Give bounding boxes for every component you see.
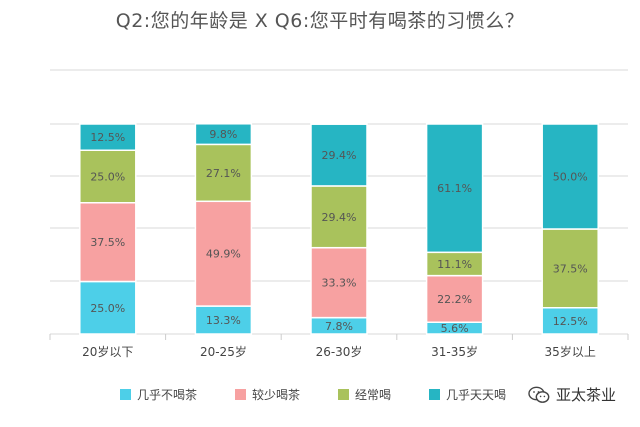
legend-item: 几乎不喝茶 — [120, 386, 197, 403]
watermark-text: 亚太茶业 — [556, 386, 617, 404]
bar-segment — [310, 123, 368, 187]
bar-segment — [310, 246, 368, 319]
legend-label: 经常喝 — [355, 388, 392, 402]
bar-segment — [541, 123, 599, 230]
bar-segment — [79, 280, 137, 335]
data-label: 33.3% — [322, 277, 357, 290]
data-label: 61.1% — [437, 182, 472, 195]
data-label: 7.8% — [325, 320, 353, 333]
bar-segment — [79, 123, 137, 151]
legend-swatch — [429, 389, 441, 400]
data-label: 49.9% — [206, 248, 241, 261]
bar-segment — [194, 200, 253, 307]
bar-segment — [425, 123, 484, 254]
legend-swatch — [235, 389, 247, 400]
legend-label: 几乎天天喝 — [446, 388, 507, 402]
bar-segment — [79, 202, 137, 283]
data-label: 5.6% — [441, 322, 469, 335]
data-label: 9.8% — [209, 128, 237, 141]
data-label: 12.5% — [90, 131, 125, 144]
x-tick-label: 20-25岁 — [200, 344, 247, 359]
bar-segment — [541, 228, 599, 309]
bar-segment — [310, 185, 368, 249]
data-label: 22.2% — [437, 293, 472, 306]
data-label: 27.1% — [206, 167, 241, 180]
legend: 几乎不喝茶 较少喝茶 经常喝 几乎天天喝 — [120, 386, 506, 403]
wechat-icon — [528, 386, 550, 403]
x-tick-label: 20岁以下 — [82, 344, 133, 359]
legend-item: 较少喝茶 — [235, 386, 300, 403]
chart-title: Q2:您的年龄是 X Q6:您平时有喝茶的习惯么？ — [115, 10, 525, 32]
legend-label: 几乎不喝茶 — [137, 388, 198, 402]
watermark: 亚太茶业 — [528, 384, 616, 405]
data-label: 29.4% — [322, 149, 357, 162]
x-tick-label: 26-30岁 — [316, 344, 363, 359]
legend-item: 经常喝 — [338, 386, 391, 403]
legend-swatch — [338, 389, 350, 400]
legend-swatch — [120, 389, 131, 400]
data-label: 13.3% — [206, 314, 241, 327]
data-label: 25.0% — [90, 171, 125, 184]
bar-segment — [541, 307, 599, 335]
legend-item: 几乎天天喝 — [429, 386, 506, 403]
legend-label: 较少喝茶 — [252, 388, 301, 402]
data-label: 37.5% — [553, 262, 588, 275]
x-tick-label: 31-35岁 — [431, 344, 478, 359]
bar-segment — [194, 305, 253, 335]
data-label: 11.1% — [437, 258, 472, 271]
data-label: 25.0% — [90, 302, 125, 315]
x-tick-label: 35岁以上 — [545, 344, 596, 359]
data-label: 12.5% — [553, 315, 588, 328]
bar-segment — [194, 123, 253, 146]
bar-segment — [425, 274, 484, 323]
data-label: 29.4% — [322, 211, 357, 224]
bar-segment — [194, 143, 253, 203]
data-label: 37.5% — [90, 236, 125, 249]
data-label: 50.0% — [553, 171, 588, 184]
